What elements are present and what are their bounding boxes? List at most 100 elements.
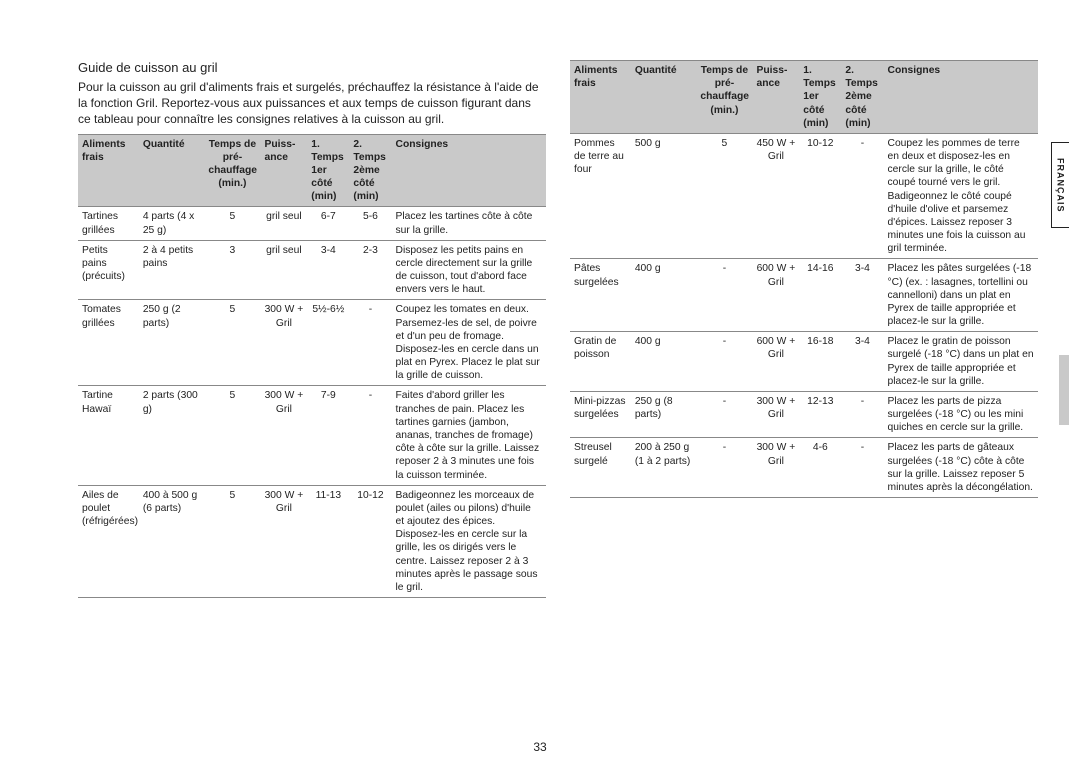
- cell-t2: -: [841, 133, 883, 259]
- cell-pow: 300 W + Gril: [753, 391, 800, 438]
- grill-table-right: Aliments frais Quantité Temps de pré-cha…: [570, 60, 1038, 498]
- cell-t2: 2-3: [349, 240, 391, 300]
- th-time1: 1. Temps 1er côté (min): [307, 134, 349, 207]
- cell-pre: 5: [204, 386, 260, 485]
- cell-t2: -: [841, 391, 883, 438]
- cell-qty: 500 g: [631, 133, 697, 259]
- table-row: Gratin de poisson400 g-600 W + Gril16-18…: [570, 332, 1038, 392]
- cell-instr: Faites d'abord griller les tranches de p…: [392, 386, 546, 485]
- th-time1: 1. Temps 1er côté (min): [799, 61, 841, 134]
- th-food: Aliments frais: [78, 134, 139, 207]
- table-row: Petits pains (précuits)2 à 4 petits pain…: [78, 240, 546, 300]
- table-row: Pâtes surgelées400 g-600 W + Gril14-163-…: [570, 259, 1038, 332]
- th-power: Puiss-ance: [261, 134, 308, 207]
- cell-t1: 14-16: [799, 259, 841, 332]
- page-number: 33: [0, 740, 1080, 754]
- language-tab: FRANÇAIS: [1051, 142, 1069, 228]
- cell-pre: 5: [696, 133, 752, 259]
- language-tab-label: FRANÇAIS: [1056, 158, 1066, 213]
- table-header: Aliments frais Quantité Temps de pré-cha…: [78, 134, 546, 207]
- cell-t2: -: [349, 386, 391, 485]
- right-column: Aliments frais Quantité Temps de pré-cha…: [570, 60, 1038, 598]
- cell-qty: 200 à 250 g (1 à 2 parts): [631, 438, 697, 498]
- cell-t1: 16-18: [799, 332, 841, 392]
- cell-t1: 7-9: [307, 386, 349, 485]
- cell-qty: 2 parts (300 g): [139, 386, 205, 485]
- cell-food: Ailes de poulet (réfrigérées): [78, 485, 139, 597]
- cell-instr: Coupez les pommes de terre en deux et di…: [884, 133, 1038, 259]
- cell-pre: 3: [204, 240, 260, 300]
- table-row: Mini-pizzas surgelées250 g (8 parts)-300…: [570, 391, 1038, 438]
- intro-text: Pour la cuisson au gril d'aliments frais…: [78, 79, 546, 128]
- cell-instr: Placez les tartines côte à côte sur la g…: [392, 207, 546, 240]
- cell-instr: Placez les pâtes surgelées (-18 °C) (ex.…: [884, 259, 1038, 332]
- cell-t1: 11-13: [307, 485, 349, 597]
- table-row: Streusel surgelé200 à 250 g (1 à 2 parts…: [570, 438, 1038, 498]
- th-food: Aliments frais: [570, 61, 631, 134]
- cell-t2: -: [841, 438, 883, 498]
- cell-instr: Coupez les tomates en deux. Parsemez-les…: [392, 300, 546, 386]
- cell-pow: 450 W + Gril: [753, 133, 800, 259]
- cell-t1: 6-7: [307, 207, 349, 240]
- cell-pow: 600 W + Gril: [753, 332, 800, 392]
- th-preheat: Temps de pré-chauffage (min.): [204, 134, 260, 207]
- table-row: Tartines grillées4 parts (4 x 25 g)5gril…: [78, 207, 546, 240]
- cell-pow: 300 W + Gril: [261, 485, 308, 597]
- cell-food: Tartines grillées: [78, 207, 139, 240]
- cell-pow: gril seul: [261, 207, 308, 240]
- page-content: Guide de cuisson au gril Pour la cuisson…: [0, 0, 1080, 598]
- cell-pre: -: [696, 391, 752, 438]
- cell-pow: 300 W + Gril: [753, 438, 800, 498]
- cell-qty: 400 à 500 g (6 parts): [139, 485, 205, 597]
- cell-qty: 400 g: [631, 332, 697, 392]
- cell-t2: 3-4: [841, 332, 883, 392]
- th-time2: 2. Temps 2ème côté (min): [349, 134, 391, 207]
- cell-t1: 4-6: [799, 438, 841, 498]
- cell-t2: 3-4: [841, 259, 883, 332]
- cell-instr: Placez le gratin de poisson surgelé (-18…: [884, 332, 1038, 392]
- cell-pre: 5: [204, 300, 260, 386]
- cell-pow: 300 W + Gril: [261, 386, 308, 485]
- cell-instr: Disposez les petits pains en cercle dire…: [392, 240, 546, 300]
- table-row: Tomates grillées250 g (2 parts)5300 W + …: [78, 300, 546, 386]
- cell-t1: 12-13: [799, 391, 841, 438]
- cell-pow: 600 W + Gril: [753, 259, 800, 332]
- cell-t2: -: [349, 300, 391, 386]
- side-stub: [1059, 355, 1069, 425]
- cell-pre: 5: [204, 485, 260, 597]
- section-title: Guide de cuisson au gril: [78, 60, 546, 75]
- cell-qty: 250 g (2 parts): [139, 300, 205, 386]
- th-instr: Consignes: [392, 134, 546, 207]
- table-header: Aliments frais Quantité Temps de pré-cha…: [570, 61, 1038, 134]
- cell-qty: 250 g (8 parts): [631, 391, 697, 438]
- cell-food: Streusel surgelé: [570, 438, 631, 498]
- th-qty: Quantité: [139, 134, 205, 207]
- th-power: Puiss-ance: [753, 61, 800, 134]
- cell-instr: Badigeonnez les morceaux de poulet (aile…: [392, 485, 546, 597]
- cell-food: Mini-pizzas surgelées: [570, 391, 631, 438]
- table-row: Ailes de poulet (réfrigérées)400 à 500 g…: [78, 485, 546, 597]
- cell-food: Pâtes surgelées: [570, 259, 631, 332]
- cell-pre: -: [696, 438, 752, 498]
- cell-pre: 5: [204, 207, 260, 240]
- th-preheat: Temps de pré-chauffage (min.): [696, 61, 752, 134]
- cell-pow: gril seul: [261, 240, 308, 300]
- table-row: Tartine Hawaï2 parts (300 g)5300 W + Gri…: [78, 386, 546, 485]
- th-qty: Quantité: [631, 61, 697, 134]
- cell-t1: 5½-6½: [307, 300, 349, 386]
- cell-food: Tartine Hawaï: [78, 386, 139, 485]
- th-instr: Consignes: [884, 61, 1038, 134]
- cell-food: Gratin de poisson: [570, 332, 631, 392]
- cell-qty: 400 g: [631, 259, 697, 332]
- cell-t2: 5-6: [349, 207, 391, 240]
- th-time2: 2. Temps 2ème côté (min): [841, 61, 883, 134]
- cell-t2: 10-12: [349, 485, 391, 597]
- cell-qty: 4 parts (4 x 25 g): [139, 207, 205, 240]
- cell-instr: Placez les parts de gâteaux surgelées (-…: [884, 438, 1038, 498]
- cell-food: Petits pains (précuits): [78, 240, 139, 300]
- cell-pre: -: [696, 259, 752, 332]
- cell-pow: 300 W + Gril: [261, 300, 308, 386]
- cell-pre: -: [696, 332, 752, 392]
- grill-table-left: Aliments frais Quantité Temps de pré-cha…: [78, 134, 546, 599]
- left-column: Guide de cuisson au gril Pour la cuisson…: [78, 60, 546, 598]
